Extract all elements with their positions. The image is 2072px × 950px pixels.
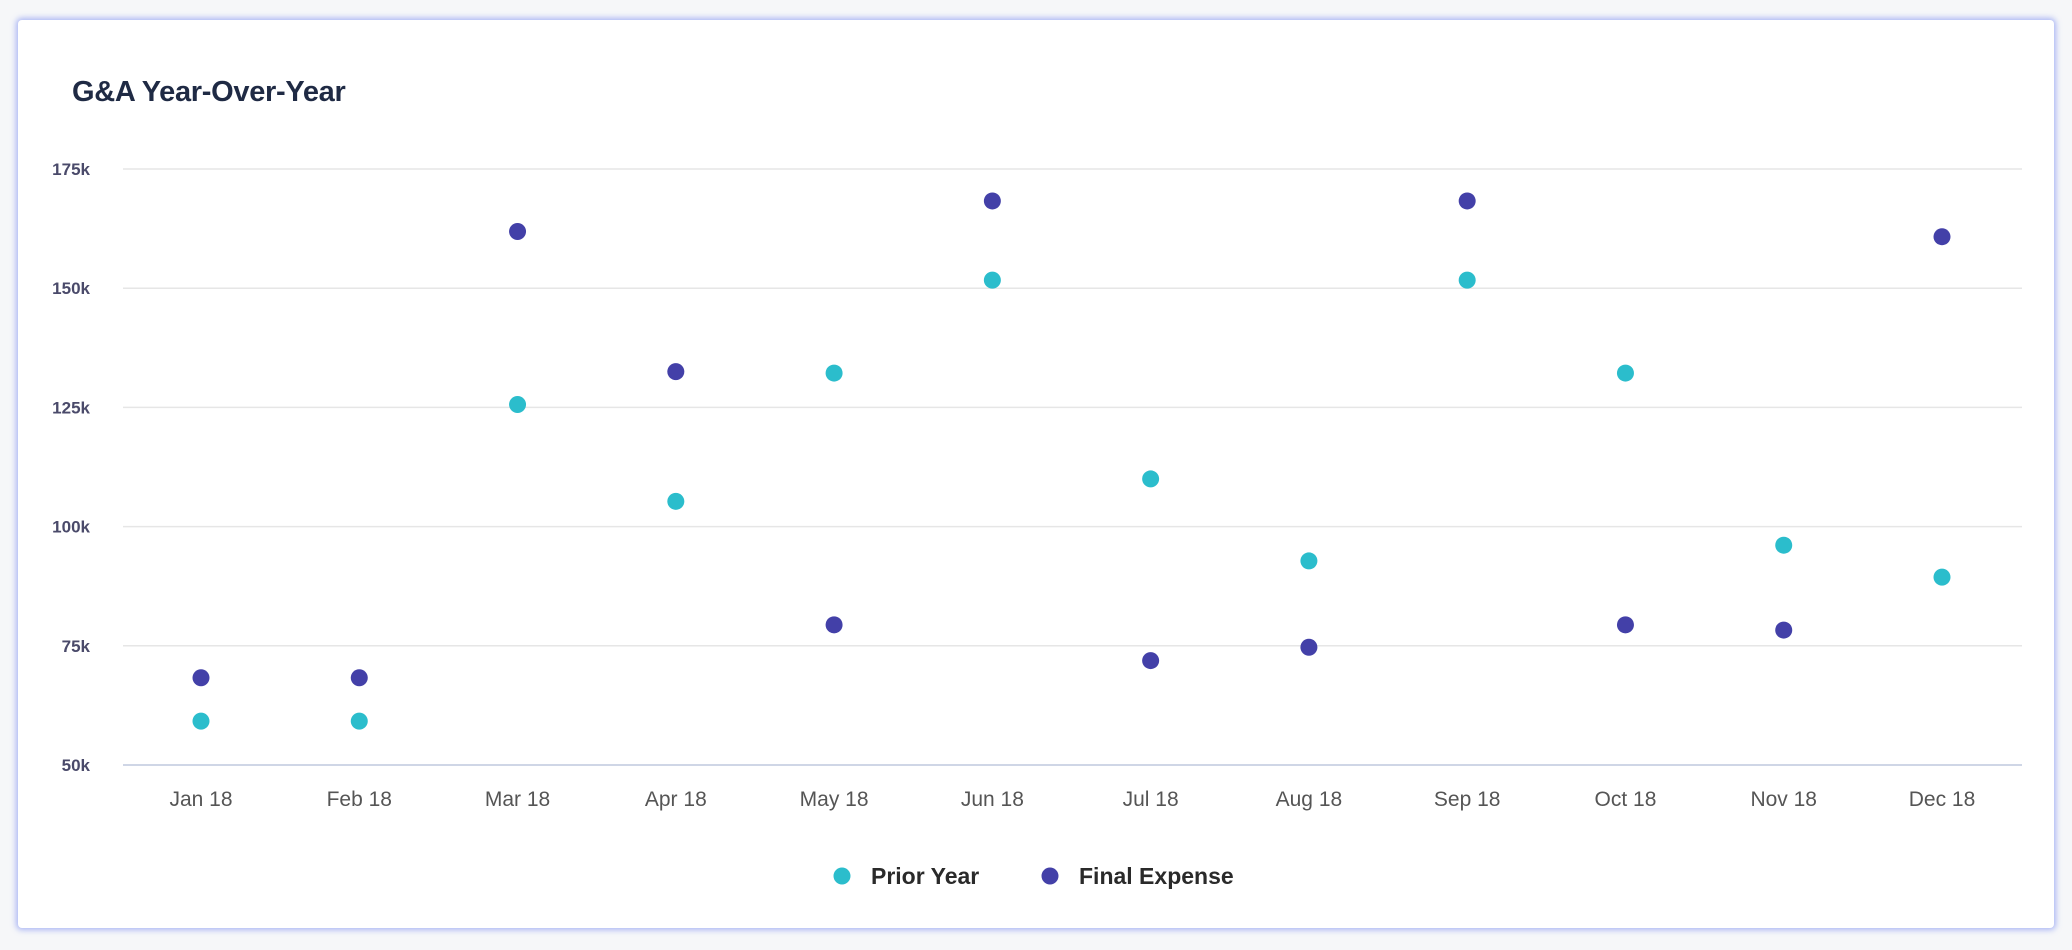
x-tick-label: May 18 — [800, 788, 869, 811]
data-points — [192, 192, 1951, 730]
point-prior-year[interactable] — [350, 712, 368, 730]
y-tick-label: 50k — [62, 756, 91, 775]
x-tick-label: Jun 18 — [961, 788, 1024, 811]
point-prior-year[interactable] — [1142, 470, 1160, 488]
legend-label[interactable]: Final Expense — [1079, 863, 1234, 889]
point-final-expense[interactable] — [350, 669, 368, 687]
x-tick-label: Jan 18 — [169, 788, 232, 811]
point-final-expense[interactable] — [1775, 621, 1793, 639]
chart-card: G&A Year-Over-Year — [18, 20, 2054, 928]
point-final-expense[interactable] — [983, 192, 1001, 210]
x-tick-label: Apr 18 — [645, 788, 707, 811]
point-prior-year[interactable] — [1616, 364, 1634, 382]
point-final-expense[interactable] — [1933, 228, 1951, 246]
x-tick-label: Aug 18 — [1276, 788, 1343, 811]
point-prior-year[interactable] — [1458, 271, 1476, 289]
point-final-expense[interactable] — [1458, 192, 1476, 210]
x-tick-label: Nov 18 — [1750, 788, 1817, 811]
x-tick-label: Mar 18 — [485, 788, 550, 811]
legend-marker — [1041, 867, 1059, 885]
point-prior-year[interactable] — [509, 396, 527, 414]
point-final-expense[interactable] — [1300, 638, 1318, 656]
point-prior-year[interactable] — [1933, 568, 1951, 586]
point-final-expense[interactable] — [1616, 616, 1634, 634]
y-tick-label: 75k — [62, 637, 91, 656]
y-tick-label: 175k — [52, 160, 90, 179]
x-tick-label: Dec 18 — [1909, 788, 1976, 811]
y-tick-label: 125k — [52, 398, 90, 417]
legend-label[interactable]: Prior Year — [871, 863, 979, 889]
legend-marker — [833, 867, 851, 885]
point-prior-year[interactable] — [1775, 536, 1793, 554]
point-prior-year[interactable] — [825, 364, 843, 382]
point-prior-year[interactable] — [667, 492, 685, 510]
point-prior-year[interactable] — [1300, 552, 1318, 570]
point-final-expense[interactable] — [509, 222, 527, 240]
x-tick-label: Jul 18 — [1123, 788, 1179, 811]
point-prior-year[interactable] — [192, 712, 210, 730]
point-final-expense[interactable] — [825, 616, 843, 634]
point-final-expense[interactable] — [1142, 652, 1160, 670]
y-axis-ticks: 50k 75k 100k 125k 150k 175k — [52, 160, 90, 775]
legend: Prior Year Final Expense — [833, 863, 1234, 889]
x-tick-label: Sep 18 — [1434, 788, 1501, 811]
y-tick-label: 150k — [52, 279, 90, 298]
point-final-expense[interactable] — [192, 669, 210, 687]
point-prior-year[interactable] — [983, 271, 1001, 289]
x-tick-label: Feb 18 — [327, 788, 392, 811]
chart-title: G&A Year-Over-Year — [72, 76, 346, 108]
x-axis-ticks: Jan 18 Feb 18 Mar 18 Apr 18 May 18 Jun 18 Jul … — [169, 788, 1975, 811]
point-final-expense[interactable] — [667, 363, 685, 381]
y-tick-label: 100k — [52, 518, 90, 537]
gridlines — [123, 168, 2022, 766]
x-tick-label: Oct 18 — [1595, 788, 1657, 811]
